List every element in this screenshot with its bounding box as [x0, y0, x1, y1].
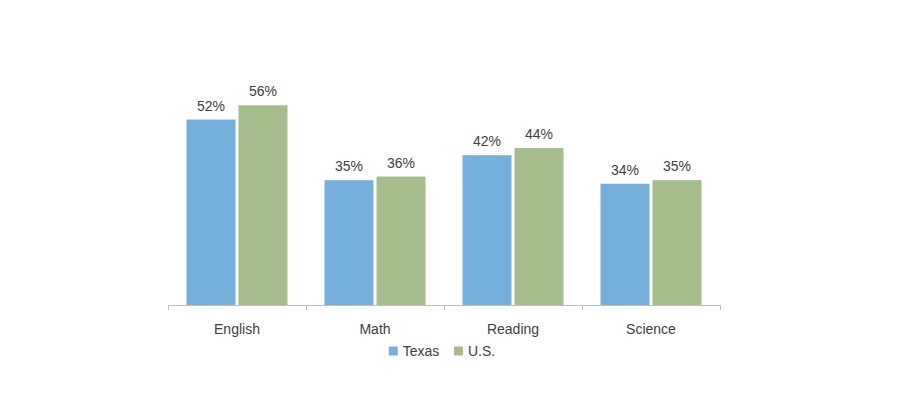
data-label: 52%: [197, 98, 225, 114]
x-axis-tick: [720, 305, 721, 310]
bar: [377, 177, 426, 305]
x-axis-tick: [582, 305, 583, 310]
data-label: 35%: [663, 158, 691, 174]
legend-label: Texas: [403, 343, 440, 359]
x-axis-tick: [168, 305, 169, 310]
bars: [187, 105, 702, 305]
legend-label: U.S.: [468, 343, 495, 359]
chart-svg: 52% 35% 42% 34% 56% 36% 44% 35% English Math Readi…: [0, 0, 900, 414]
data-label: 35%: [335, 158, 363, 174]
data-labels: 52% 35% 42% 34% 56% 36% 44% 35%: [197, 83, 691, 177]
x-axis-tick: [306, 305, 307, 310]
x-tick-label: Reading: [487, 321, 539, 337]
x-tick-label: Science: [626, 321, 676, 337]
x-tick-label: English: [214, 321, 260, 337]
chart-container: 52% 35% 42% 34% 56% 36% 44% 35% English Math Readi…: [0, 0, 900, 414]
legend: Texas U.S.: [389, 343, 495, 359]
bar: [601, 184, 650, 305]
data-label: 42%: [473, 133, 501, 149]
data-label: 44%: [525, 126, 553, 142]
bar: [187, 120, 236, 305]
data-label: 36%: [387, 155, 415, 171]
data-label: 56%: [249, 83, 277, 99]
bar: [515, 148, 564, 305]
data-label: 34%: [611, 162, 639, 178]
bar: [325, 180, 374, 305]
bar: [463, 155, 512, 305]
legend-swatch: [389, 347, 398, 356]
x-axis: English Math Reading Science: [168, 305, 721, 337]
bar: [239, 105, 288, 305]
x-axis-tick: [444, 305, 445, 310]
legend-swatch: [454, 347, 463, 356]
x-tick-label: Math: [359, 321, 390, 337]
bar: [653, 180, 702, 305]
